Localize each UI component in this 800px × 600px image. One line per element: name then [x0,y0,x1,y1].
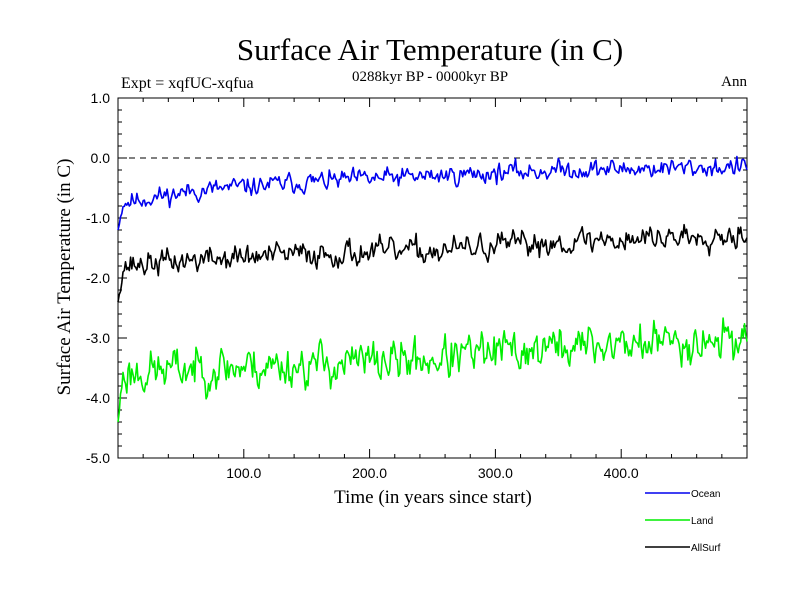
y-axis-ticks: 1.0 0.0 -1.0 -2.0 -3.0 -4.0 -5.0 [86,90,747,466]
legend-label-ocean: Ocean [691,489,720,500]
x-axis-label: Time (in years since start) [334,487,532,508]
x-tick-label: 300.0 [478,465,513,481]
y-tick-label: -1.0 [86,210,110,226]
series-lines [117,155,748,423]
y-tick-label: 0.0 [91,150,111,166]
y-tick-label: -4.0 [86,390,110,406]
y-tick-label: -5.0 [86,450,110,466]
chart-subtitle: 0288kyr BP - 0000kyr BP [352,69,508,85]
series-line-allsurf [117,223,748,303]
series-line-land [117,317,748,423]
experiment-label: Expt = xqfUC-xqfua [121,75,254,92]
x-axis-ticks: 100.0 200.0 300.0 400.0 [142,98,723,481]
y-tick-label: -3.0 [86,330,110,346]
x-tick-label: 400.0 [604,465,639,481]
season-label: Ann [721,74,747,90]
x-tick-label: 200.0 [352,465,387,481]
series-line-ocean [117,155,748,231]
legend: Ocean Land AllSurf [645,489,721,554]
legend-label-land: Land [691,516,713,527]
legend-label-allsurf: AllSurf [691,543,721,554]
chart-title: Surface Air Temperature (in C) [237,32,623,67]
x-tick-label: 100.0 [226,465,261,481]
y-tick-label: -2.0 [86,270,110,286]
y-axis-label: Surface Air Temperature (in C) [54,159,75,396]
plot-frame [117,97,748,459]
y-tick-label: 1.0 [91,90,111,106]
